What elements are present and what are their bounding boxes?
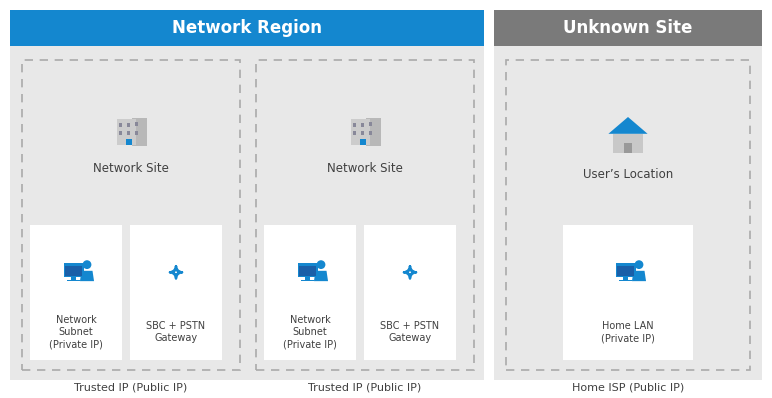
Text: Home ISP (Public IP): Home ISP (Public IP) <box>572 383 684 393</box>
Circle shape <box>317 260 326 269</box>
Bar <box>624 143 632 153</box>
Bar <box>306 277 310 280</box>
Text: Unknown Site: Unknown Site <box>564 19 692 37</box>
Circle shape <box>83 260 91 269</box>
Circle shape <box>635 260 643 269</box>
Bar <box>350 119 371 145</box>
Bar <box>361 123 364 127</box>
Bar <box>369 131 372 135</box>
Bar <box>624 277 628 280</box>
Text: Network Site: Network Site <box>327 162 403 174</box>
Text: User’s Location: User’s Location <box>583 168 673 181</box>
Polygon shape <box>80 271 94 281</box>
Bar <box>130 225 222 360</box>
Polygon shape <box>608 117 648 134</box>
Text: Network
Subnet
(Private IP): Network Subnet (Private IP) <box>283 314 337 349</box>
Bar <box>10 10 484 46</box>
Bar <box>22 60 240 370</box>
Text: Network Region: Network Region <box>172 19 322 37</box>
Bar <box>256 60 474 370</box>
Bar <box>354 131 357 135</box>
Bar <box>616 263 635 277</box>
Bar <box>72 277 76 280</box>
Polygon shape <box>314 271 328 281</box>
Text: Trusted IP (Public IP): Trusted IP (Public IP) <box>308 383 422 393</box>
Bar <box>30 225 122 360</box>
Bar <box>366 118 381 146</box>
Bar <box>361 139 366 145</box>
Bar <box>364 225 456 360</box>
Bar <box>10 46 484 380</box>
Bar <box>300 266 316 276</box>
Bar <box>494 10 762 46</box>
Bar <box>132 118 147 146</box>
Bar <box>619 280 631 281</box>
Bar <box>264 225 356 360</box>
Bar <box>120 123 123 127</box>
Bar <box>135 131 138 135</box>
Bar <box>301 280 313 281</box>
Bar <box>618 266 634 276</box>
Polygon shape <box>632 271 646 281</box>
Bar <box>298 263 318 277</box>
Text: Trusted IP (Public IP): Trusted IP (Public IP) <box>74 383 188 393</box>
Bar <box>361 131 364 135</box>
Bar <box>120 131 123 135</box>
Bar <box>66 266 82 276</box>
Text: Network Site: Network Site <box>93 162 169 174</box>
Bar <box>369 122 372 126</box>
Text: SBC + PSTN
Gateway: SBC + PSTN Gateway <box>147 321 205 343</box>
Bar <box>563 225 693 360</box>
Bar <box>117 119 136 145</box>
Bar <box>127 123 130 127</box>
Bar <box>506 60 750 370</box>
Bar <box>354 123 357 127</box>
Text: Home LAN
(Private IP): Home LAN (Private IP) <box>601 321 655 343</box>
Bar <box>613 134 643 153</box>
Bar <box>135 122 138 126</box>
Bar <box>127 131 130 135</box>
Text: Network
Subnet
(Private IP): Network Subnet (Private IP) <box>49 314 103 349</box>
Bar <box>67 280 80 281</box>
Bar <box>494 46 762 380</box>
Bar <box>64 263 83 277</box>
Bar <box>127 139 132 145</box>
Text: SBC + PSTN
Gateway: SBC + PSTN Gateway <box>381 321 439 343</box>
